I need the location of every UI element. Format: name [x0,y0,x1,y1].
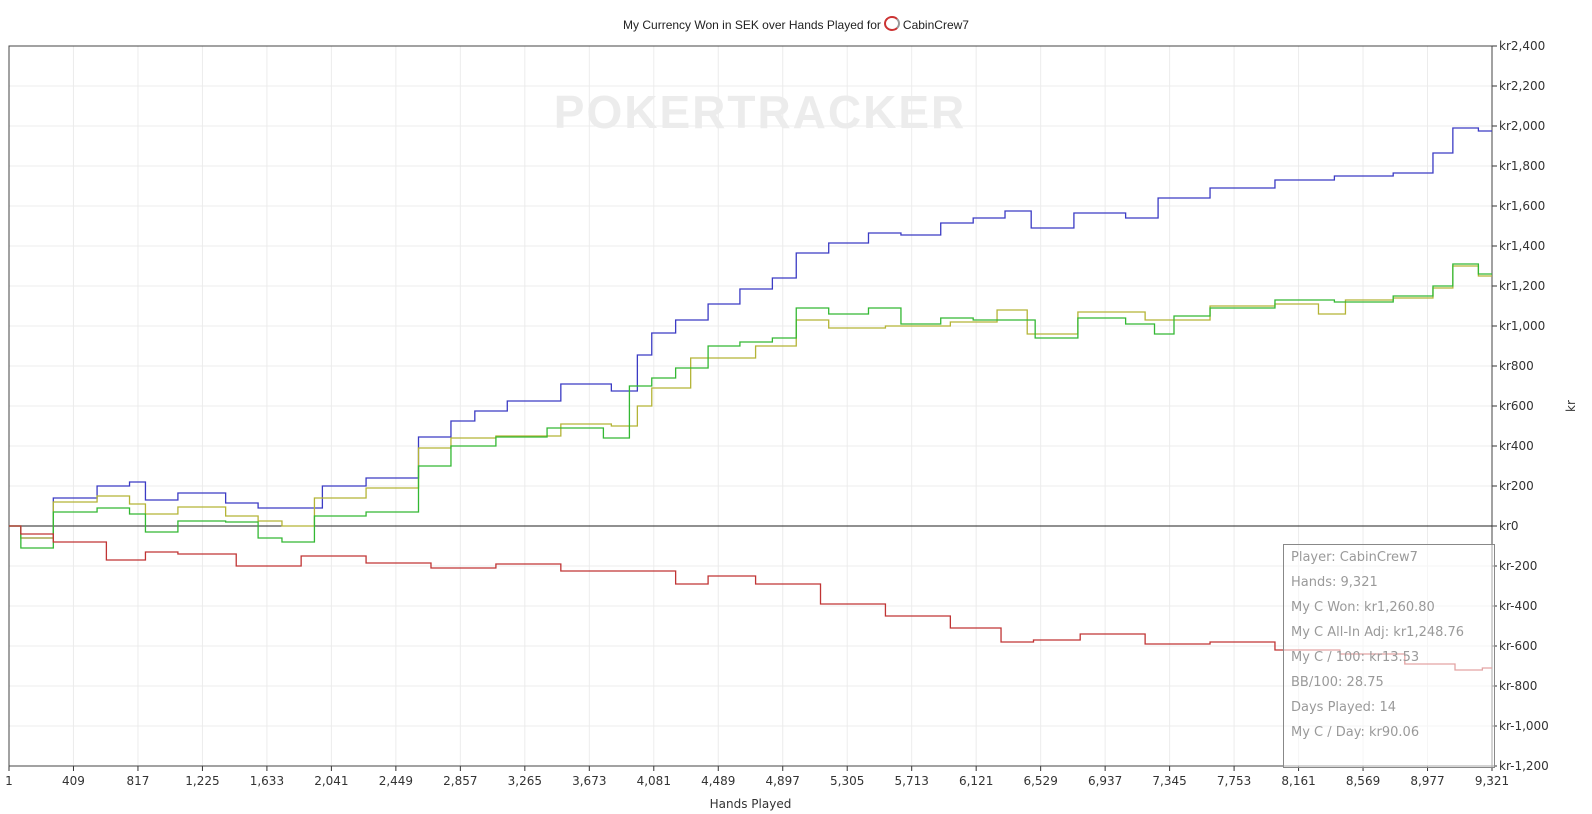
x-tick-label: 1 [5,774,13,788]
y-tick-label: kr400 [1499,439,1534,453]
x-tick-label: 7,753 [1217,774,1251,788]
stat-player: Player: CabinCrew7 [1291,550,1418,565]
y-tick-label: kr800 [1499,359,1534,373]
x-tick-label: 5,305 [830,774,864,788]
x-tick-label: 9,321 [1475,774,1509,788]
x-tick-label: 4,081 [637,774,671,788]
y-tick-label: kr-1,000 [1499,719,1549,733]
stats-box: Player: CabinCrew7 Hands: 9,321 My C Won… [1283,544,1495,768]
y-tick-label: kr-200 [1499,559,1537,573]
series-line-0 [9,127,1492,539]
watermark-logo: POKERTRACKER [554,86,966,138]
x-tick-label: 2,041 [314,774,348,788]
x-tick-label: 4,897 [766,774,800,788]
x-tick-label: 409 [62,774,85,788]
series-line-1 [9,265,1492,539]
x-tick-label: 6,529 [1023,774,1057,788]
stat-per100: My C / 100: kr13.53 [1291,650,1420,665]
x-tick-label: 6,121 [959,774,993,788]
site-icon [883,16,900,31]
x-tick-label: 4,489 [701,774,735,788]
y-tick-label: kr1,200 [1499,279,1545,293]
y-tick-label: kr0 [1499,519,1519,533]
y-tick-label: kr2,200 [1499,79,1545,93]
stat-days: Days Played: 14 [1291,700,1396,715]
chart-title: My Currency Won in SEK over Hands Played… [0,16,1592,32]
stat-allin: My C All-In Adj: kr1,248.76 [1291,625,1465,640]
x-tick-label: 8,977 [1410,774,1444,788]
plot-frame [8,45,1493,767]
y-tick-label: kr2,400 [1499,39,1545,53]
y-tick-label: kr-1,200 [1499,759,1549,773]
x-tick-label: 3,265 [508,774,542,788]
stat-hands: Hands: 9,321 [1291,575,1378,590]
y-tick-label: kr1,000 [1499,319,1545,333]
x-tick-label: 1,633 [250,774,284,788]
y-tick-label: kr1,600 [1499,199,1545,213]
x-tick-label: 817 [127,774,150,788]
x-tick-label: 1,225 [185,774,219,788]
x-tick-label: 8,161 [1281,774,1315,788]
x-tick-label: 2,857 [443,774,477,788]
x-tick-label: 2,449 [379,774,413,788]
series-line-2 [9,263,1492,549]
y-axis-label: kr [1564,400,1578,412]
y-tick-label: kr-800 [1499,679,1537,693]
x-tick-label: 8,569 [1346,774,1380,788]
y-tick-label: kr1,400 [1499,239,1545,253]
stat-won: My C Won: kr1,260.80 [1291,600,1435,615]
x-tick-label: 6,937 [1088,774,1122,788]
y-tick-label: kr-600 [1499,639,1537,653]
stat-bb100: BB/100: 28.75 [1291,675,1384,690]
y-tick-label: kr200 [1499,479,1534,493]
series-line-3 [9,525,1492,671]
stat-perday: My C / Day: kr90.06 [1291,725,1420,740]
y-tick-label: kr2,000 [1499,119,1545,133]
y-tick-label: kr1,800 [1499,159,1545,173]
x-tick-label: 7,345 [1152,774,1186,788]
title-player: CabinCrew7 [902,18,969,32]
y-tick-label: kr600 [1499,399,1534,413]
x-tick-label: 5,713 [895,774,929,788]
x-axis-label: Hands Played [710,797,792,811]
y-tick-label: kr-400 [1499,599,1537,613]
title-text: My Currency Won in SEK over Hands Played… [623,18,881,32]
x-tick-label: 3,673 [572,774,606,788]
